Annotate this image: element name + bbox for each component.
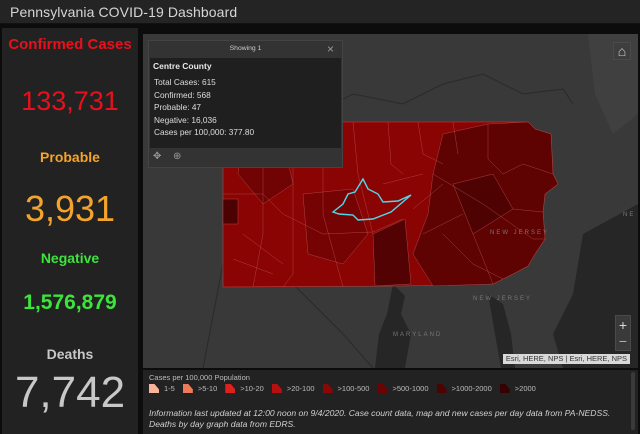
map-view[interactable]: NEW JERSEY NEW JERSEY MARYLAND NE ⌂ + − …	[143, 34, 638, 368]
deaths-label: Deaths	[46, 346, 94, 362]
legend-scrollbar[interactable]	[631, 372, 635, 430]
stats-sidebar: Confirmed Cases 133,731 Probable 3,931 N…	[2, 28, 138, 434]
pan-to-icon[interactable]: ✥	[153, 151, 162, 162]
negative-value: 1,576,879	[23, 291, 117, 314]
page-title: Pennsylvania COVID-19 Dashboard	[10, 4, 238, 20]
legend-title: Cases per 100,000 Population	[149, 373, 250, 382]
delaware-bay	[488, 294, 515, 368]
map-label-nj-top: NEW JERSEY	[490, 230, 550, 236]
legend-panel: Cases per 100,000 Population 1-5 >5-10 >…	[143, 370, 638, 434]
legend-item: >20-100	[271, 384, 315, 393]
negative-stat: Negative	[2, 250, 138, 266]
legend-item: >2000	[499, 384, 536, 393]
legend-item: >5-10	[182, 384, 217, 393]
legend-swatch-icon	[182, 384, 193, 393]
zoom-controls: + −	[615, 315, 631, 351]
legend-items: 1-5 >5-10 >10-20 >20-100 >100-500 >500-1…	[149, 384, 544, 393]
probable-value-wrap: 3,931	[2, 188, 138, 230]
popup-body: Centre County Total Cases: 615 Confirmed…	[150, 58, 341, 148]
legend-item: 1-5	[149, 384, 175, 393]
legend-item: >1000-2000	[436, 384, 492, 393]
negative-label: Negative	[40, 250, 100, 266]
map-label-ny: NE	[623, 212, 636, 218]
confirmed-cases-label: Confirmed Cases	[8, 36, 132, 53]
legend-item: >500-1000	[377, 384, 429, 393]
deaths-stat: Deaths	[2, 346, 138, 362]
legend-swatch-icon	[271, 384, 282, 393]
legend-item: >10-20	[225, 384, 264, 393]
zoom-in-button[interactable]: +	[618, 317, 628, 333]
home-button[interactable]: ⌂	[613, 42, 631, 60]
legend-item: >100-500	[322, 384, 369, 393]
home-icon: ⌂	[617, 43, 627, 59]
popup-county-name: Centre County	[153, 61, 212, 71]
popup-showing-label: Showing 1	[229, 45, 262, 52]
popup-negative: Negative: 16,036	[154, 114, 217, 125]
county-popup: Showing 1 × Centre County Total Cases: 6…	[148, 40, 343, 168]
map-label-nj-bottom: NEW JERSEY	[473, 296, 533, 302]
probable-value: 3,931	[24, 188, 116, 229]
popup-probable: Probable: 47	[154, 102, 202, 112]
popup-footer: ✥ ⊕	[149, 149, 342, 167]
legend-swatch-icon	[225, 384, 236, 393]
popup-header: Showing 1 ×	[149, 41, 342, 57]
probable-stat: Probable	[2, 149, 138, 165]
header-bar: Pennsylvania COVID-19 Dashboard	[0, 0, 640, 24]
update-info-text: Information last updated at 12:00 noon o…	[149, 408, 611, 429]
popup-cases-per-100k: Cases per 100,000: 377.80	[154, 127, 255, 137]
popup-confirmed: Confirmed: 568	[154, 89, 211, 100]
deaths-value: 7,742	[14, 368, 126, 417]
zoom-out-button[interactable]: −	[618, 333, 628, 349]
confirmed-cases-stat: Confirmed Cases	[2, 36, 138, 53]
centre-county-highlight	[331, 177, 412, 221]
map-attribution: Esri, HERE, NPS | Esri, HERE, NPS	[502, 354, 630, 364]
legend-swatch-icon	[322, 384, 333, 393]
negative-value-wrap: 1,576,879	[2, 291, 138, 315]
close-icon[interactable]: ×	[326, 42, 334, 56]
map-canvas[interactable]	[143, 34, 638, 368]
chesapeake-bay	[375, 284, 411, 368]
legend-swatch-icon	[149, 384, 159, 393]
probable-label: Probable	[40, 149, 100, 165]
deaths-value-wrap: 7,742	[2, 368, 138, 418]
legend-swatch-icon	[499, 384, 510, 393]
popup-total-cases: Total Cases: 615	[154, 77, 216, 87]
confirmed-cases-value: 133,731	[21, 86, 119, 116]
confirmed-cases-value-wrap: 133,731	[2, 86, 138, 117]
legend-swatch-icon	[377, 384, 388, 393]
legend-swatch-icon	[436, 384, 447, 393]
map-label-maryland: MARYLAND	[393, 332, 443, 338]
zoom-to-icon[interactable]: ⊕	[173, 151, 182, 162]
